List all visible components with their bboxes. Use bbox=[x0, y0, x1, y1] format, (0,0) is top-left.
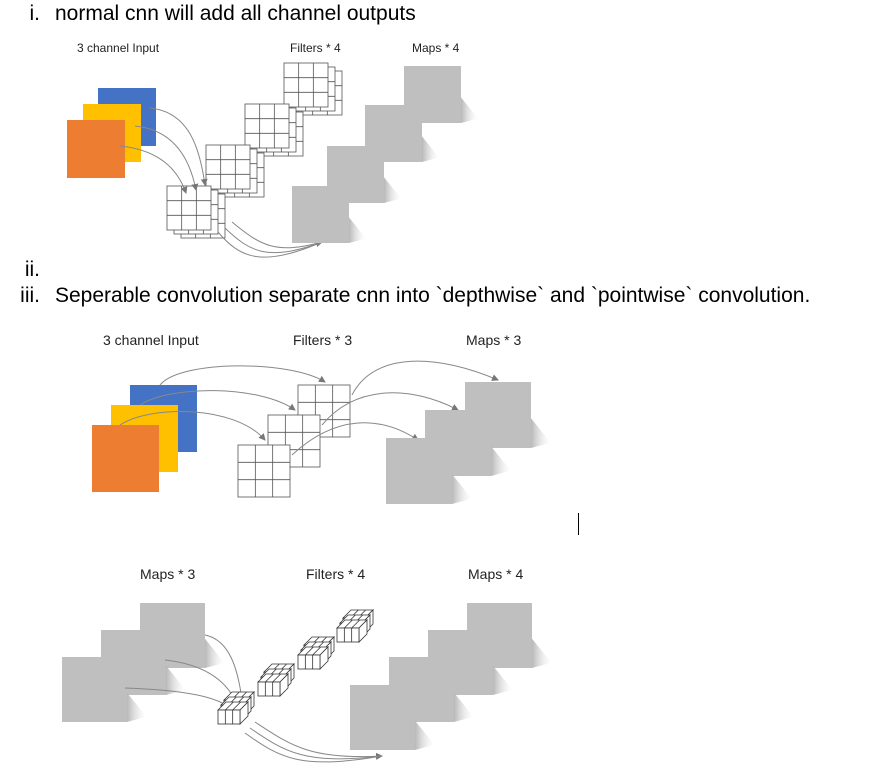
fig3-cube-3-1 bbox=[257, 673, 289, 697]
fig1-filter-3-1 bbox=[205, 144, 251, 190]
fig2-channel-orange bbox=[92, 425, 159, 492]
figure-pointwise: Maps * 3 Filters * 4 Maps * 4 bbox=[62, 566, 552, 763]
fig1-output-maps bbox=[292, 66, 479, 243]
fig3-maps-in-label: Maps * 3 bbox=[140, 566, 195, 582]
fig3-filters-label: Filters * 4 bbox=[306, 566, 365, 582]
fig3-maps-out-label: Maps * 4 bbox=[468, 566, 523, 582]
fig3-output-maps bbox=[350, 603, 552, 750]
fig2-map-3 bbox=[386, 438, 472, 504]
figure-depthwise: 3 channel Input Filters * 3 Maps * 3 bbox=[92, 332, 551, 504]
fig1-maps-label: Maps * 4 bbox=[412, 41, 460, 55]
fig1-filter-2-1 bbox=[244, 103, 290, 149]
list-text-1: normal cnn will add all channel outputs bbox=[55, 2, 416, 25]
list-number-2: ii. bbox=[24, 258, 40, 281]
fig1-map-4 bbox=[292, 186, 367, 243]
list-text-3: Seperable convolution separate cnn into … bbox=[55, 284, 811, 307]
fig2-filters bbox=[237, 384, 351, 498]
fig2-arrows bbox=[119, 360, 499, 456]
fig3-cube-4-1 bbox=[217, 701, 249, 725]
text-cursor bbox=[578, 513, 579, 535]
fig1-arrows bbox=[119, 107, 323, 258]
figure-normal-cnn: 3 channel Input Filters * 4 Maps * 4 bbox=[67, 41, 479, 258]
fig1-input-label: 3 channel Input bbox=[77, 41, 160, 55]
fig2-output-maps bbox=[386, 382, 551, 504]
fig3-cube-2-1 bbox=[297, 646, 329, 670]
fig3-input-maps bbox=[62, 603, 225, 722]
list-number-3: iii. bbox=[20, 284, 40, 307]
fig3-cube-1-1 bbox=[336, 619, 368, 643]
fig3-pointwise-filters bbox=[217, 609, 374, 725]
fig1-filter-4-1 bbox=[166, 185, 212, 231]
list-number-1: i. bbox=[29, 2, 41, 25]
fig3-input-map-3 bbox=[62, 657, 147, 722]
fig3-output-map-4 bbox=[350, 685, 435, 750]
fig2-maps-label: Maps * 3 bbox=[466, 332, 521, 348]
fig1-filter-stacks bbox=[166, 62, 343, 239]
fig2-filter-3 bbox=[237, 444, 291, 498]
fig2-input-label: 3 channel Input bbox=[103, 332, 199, 348]
fig2-filters-label: Filters * 3 bbox=[293, 332, 352, 348]
fig1-channel-orange bbox=[67, 120, 125, 178]
fig1-filters-label: Filters * 4 bbox=[290, 41, 341, 55]
fig1-filter-1-1 bbox=[283, 62, 329, 108]
